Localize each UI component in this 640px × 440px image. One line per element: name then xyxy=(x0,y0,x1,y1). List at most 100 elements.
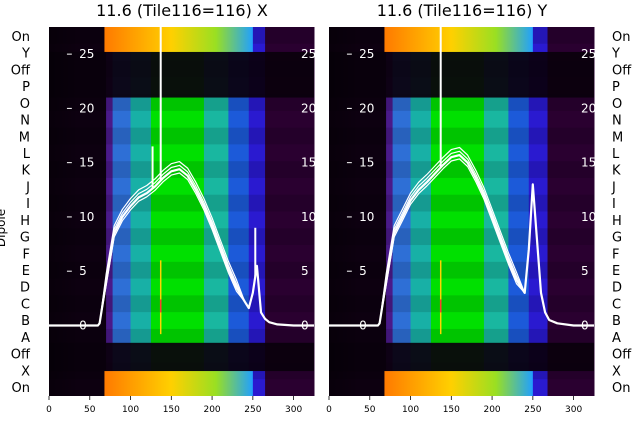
y-tick-label-right: 10 xyxy=(301,210,316,224)
x-tick-label: 50 xyxy=(84,405,96,415)
row-label: Y xyxy=(21,47,30,62)
row-label: P xyxy=(22,80,30,95)
row-label: Off xyxy=(612,63,632,78)
row-label: I xyxy=(612,197,616,212)
row-label: C xyxy=(612,297,621,312)
row-label: Off xyxy=(612,348,632,363)
y-axis-label: Dipole xyxy=(0,209,8,247)
row-label: L xyxy=(23,147,31,162)
row-label: E xyxy=(22,264,30,279)
row-label: H xyxy=(20,214,30,229)
panel-title: 11.6 (Tile116=116) Y xyxy=(377,1,548,20)
panel-y: 11.6 (Tile116=116) Y OnYOffPONMLKJIHGFED… xyxy=(326,1,632,415)
row-label: N xyxy=(612,114,622,129)
y-tick-label: 25 xyxy=(359,47,374,61)
x-tick-label: 300 xyxy=(565,405,582,415)
row-stripe xyxy=(329,295,594,313)
x-tick-label: 200 xyxy=(483,405,500,415)
color-band xyxy=(386,27,394,396)
y-tick-label: 15 xyxy=(359,156,374,170)
y-tick-label-right: 10 xyxy=(581,210,596,224)
row-label: F xyxy=(612,247,619,262)
row-label: P xyxy=(612,80,620,95)
x-tick-label: 150 xyxy=(163,405,180,415)
row-label: O xyxy=(20,97,30,112)
y-tick-label-right: 5 xyxy=(581,264,589,278)
x-tick-label: 200 xyxy=(203,405,220,415)
row-label: X xyxy=(612,364,621,379)
overlay-spectrum xyxy=(329,27,594,335)
row-stripe xyxy=(49,94,314,111)
row-label: On xyxy=(12,381,30,396)
row-label: I xyxy=(26,197,30,212)
on-band-top xyxy=(384,27,533,52)
row-label: K xyxy=(612,164,621,179)
row-label: On xyxy=(612,30,630,45)
row-label: J xyxy=(611,180,616,195)
y-tick-label: 5 xyxy=(359,264,367,278)
y-tick-label-right: 25 xyxy=(581,47,596,61)
color-band xyxy=(410,27,432,396)
overlay-line xyxy=(329,146,594,327)
row-label: L xyxy=(612,147,620,162)
x-tick-label: 100 xyxy=(402,405,419,415)
row-label: B xyxy=(612,314,621,329)
row-stripe xyxy=(49,127,314,145)
heatmap-area xyxy=(49,27,315,396)
x-tick-label: 250 xyxy=(524,405,541,415)
x-tick-label: 250 xyxy=(244,405,261,415)
off-band-top xyxy=(49,51,314,98)
y-tick-label: 5 xyxy=(79,264,87,278)
row-label: A xyxy=(612,331,621,346)
row-label: J xyxy=(25,180,30,195)
row-stripe xyxy=(49,328,314,346)
row-label: D xyxy=(612,281,622,296)
y-tick-label: 15 xyxy=(79,156,94,170)
color-band xyxy=(508,27,530,396)
row-label: F xyxy=(23,247,30,262)
panel-x: 11.6 (Tile116=116) X OnYOffPONMLKJIHGFED… xyxy=(0,1,316,415)
row-label: O xyxy=(612,97,622,112)
row-stripe xyxy=(49,194,314,212)
y-tick-label-right: 15 xyxy=(581,156,596,170)
row-stripe xyxy=(49,295,314,313)
x-tick-label: 0 xyxy=(46,405,52,415)
on-band-bottom xyxy=(104,371,253,396)
row-label: A xyxy=(21,331,30,346)
row-label: Off xyxy=(11,348,31,363)
color-band xyxy=(248,27,266,396)
y-tick-label-right: 20 xyxy=(301,101,316,115)
row-label: On xyxy=(612,381,630,396)
color-band xyxy=(106,27,114,396)
y-tick-label: 20 xyxy=(79,101,94,115)
y-tick-label: 25 xyxy=(79,47,94,61)
edge-shade xyxy=(49,27,79,396)
on-band-top xyxy=(104,27,253,52)
y-tick-label-right: 20 xyxy=(581,101,596,115)
row-label: Y xyxy=(611,47,620,62)
y-tick-label: 10 xyxy=(79,210,94,224)
row-label: B xyxy=(21,314,30,329)
x-tick-label: 150 xyxy=(443,405,460,415)
x-tick-label: 0 xyxy=(326,405,332,415)
off-band-bottom xyxy=(49,342,314,372)
row-stripe xyxy=(329,261,594,279)
row-stripe xyxy=(329,94,594,111)
y-tick-label: 20 xyxy=(359,101,374,115)
row-label: M xyxy=(19,130,30,145)
row-stripe xyxy=(329,161,594,178)
row-label: Off xyxy=(11,63,31,78)
row-label: G xyxy=(20,231,30,246)
x-tick-label: 300 xyxy=(285,405,302,415)
row-label: E xyxy=(612,264,620,279)
y-tick-label-right: 25 xyxy=(301,47,316,61)
row-stripe xyxy=(329,328,594,346)
off-band-bottom xyxy=(329,342,594,372)
row-label: On xyxy=(12,30,30,45)
x-tick-label: 50 xyxy=(364,405,376,415)
x-axis-ticks: 0 50 100 150 200 250 300 xyxy=(326,396,582,415)
panel-title: 11.6 (Tile116=116) X xyxy=(96,1,268,20)
